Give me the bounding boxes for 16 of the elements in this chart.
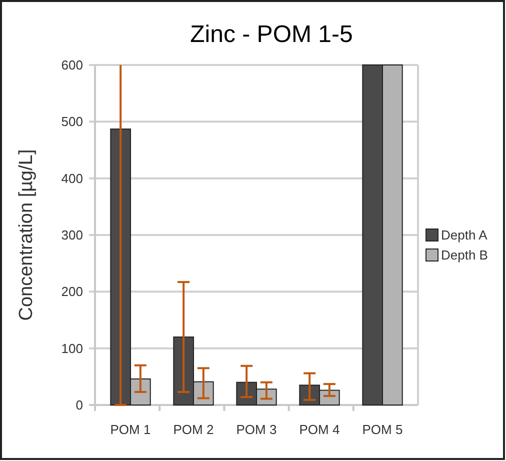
legend-label: Depth A xyxy=(441,228,488,243)
y-tick-label: 500 xyxy=(61,114,83,130)
x-tick-label: POM 2 xyxy=(173,422,214,437)
y-tick-label: 200 xyxy=(61,284,83,300)
x-tick-label: POM 3 xyxy=(236,422,277,437)
x-tick-label: POM 4 xyxy=(299,422,340,437)
legend-label: Depth B xyxy=(441,248,488,263)
x-tick-label: POM 1 xyxy=(110,422,151,437)
y-tick-label: 600 xyxy=(61,58,83,73)
y-tick-label: 400 xyxy=(61,170,83,186)
chart-title: Zinc - POM 1-5 xyxy=(190,21,353,48)
y-tick-label: 300 xyxy=(61,228,83,243)
y-tick-label: 0 xyxy=(76,398,83,413)
y-tick-label: 100 xyxy=(61,340,83,356)
x-tick-label: POM 5 xyxy=(362,422,403,437)
y-axis-title: Concentration [µg/L] xyxy=(16,149,37,321)
